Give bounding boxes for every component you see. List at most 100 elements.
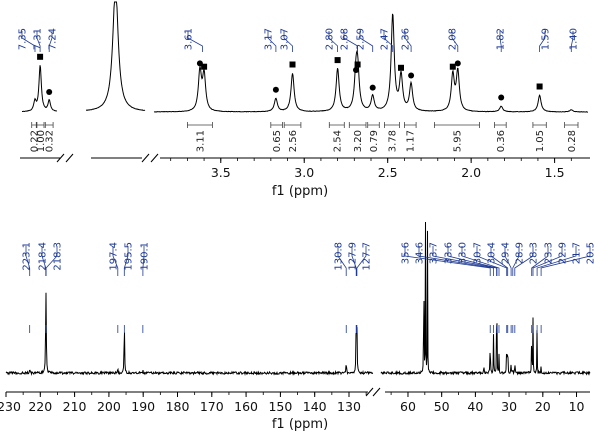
proton-trace-segment-3 [153, 13, 588, 113]
integral-value: 0.36 [496, 130, 507, 152]
carbon-peak-label: 28.3 [529, 242, 540, 264]
carbon-peak-leader [540, 246, 591, 276]
carbon-peak-leader [142, 246, 145, 276]
proton-peak-leader [404, 31, 412, 52]
axis-break-mark [150, 153, 159, 163]
proton-peak-label: 2.68 [340, 28, 351, 50]
proton-peak-label: 1.59 [541, 28, 552, 50]
integral-value: 1.05 [535, 130, 546, 152]
peak-marker-circle [353, 67, 359, 73]
proton-peak-leader [21, 31, 36, 52]
carbon-tick-label: 200 [97, 399, 121, 414]
carbon-tick-label: 140 [303, 399, 327, 414]
carbon-peak-leader [531, 246, 549, 276]
carbon-peak-label: 30.7 [473, 242, 484, 264]
proton-tick-label: 1.5 [545, 165, 565, 180]
integral-bracket [564, 122, 579, 128]
carbon-peak-label: 29.4 [501, 242, 512, 264]
carbon-peak-leader [351, 246, 357, 276]
proton-peak-leader [383, 31, 394, 52]
integral-bracket [36, 122, 45, 128]
carbon-spectrum: 223.1 218.4 218.3 197.4 195.5 190.1 130.8 127.9… [0, 221, 597, 414]
carbon-peak-label: 28.9 [515, 242, 526, 264]
proton-peak-label: 7.35 [18, 28, 29, 50]
peak-marker-square [201, 63, 208, 70]
carbon-tick-label: 230 [0, 399, 21, 414]
proton-x-axis-label: f1 (ppm) [272, 184, 328, 199]
integral-bracket [44, 122, 54, 128]
peak-marker-square [289, 61, 296, 68]
carbon-peak-leader [461, 246, 500, 276]
carbon-peak-label: 21.7 [572, 242, 583, 264]
proton-spectrum: 7.35 7.31 7.24 3.61 3.17 3.07 2.80 2.68 2.59 2.47… [18, 1, 590, 180]
integral-bracket [328, 122, 345, 128]
integral-bracket [434, 122, 480, 128]
carbon-peak-label: 223.1 [22, 242, 33, 271]
carbon-peak-label: 33.7 [429, 242, 440, 264]
peak-marker-square [449, 63, 456, 70]
proton-tick-label: 2.0 [461, 165, 481, 180]
integral-value: 0.22 [29, 130, 40, 152]
peak-marker-square [37, 53, 44, 60]
integral-bracket [367, 122, 380, 128]
carbon-peak-leader [476, 246, 508, 276]
carbon-peak-label: 20.5 [586, 242, 597, 264]
proton-peak-label: 7.31 [33, 28, 44, 50]
integral-bracket [270, 122, 283, 128]
carbon-peak-label: 22.9 [558, 242, 569, 264]
carbon-trace-segment-1 [5, 292, 374, 377]
proton-peak-label: 7.24 [48, 28, 59, 50]
carbon-tick-label: 160 [234, 399, 258, 414]
proton-peak-leader [283, 31, 293, 52]
peak-marker-square [398, 64, 404, 71]
carbon-peak-label: 130.8 [334, 242, 345, 271]
carbon-peak-leader [447, 246, 498, 276]
axis-break-mark [65, 153, 74, 163]
peak-marker-circle [46, 89, 53, 95]
proton-peak-leader [570, 31, 574, 52]
proton-trace-segment-1 [21, 65, 58, 112]
carbon-tick-label: 60 [400, 399, 416, 414]
carbon-x-axis-label: f1 (ppm) [272, 417, 328, 432]
carbon-peak-label: 218.3 [53, 242, 64, 271]
carbon-peak-leader [514, 246, 534, 276]
carbon-tick-label: 210 [63, 399, 87, 414]
proton-peak-leader [187, 31, 203, 52]
carbon-peak-leader [490, 246, 509, 276]
carbon-tick-label: 170 [200, 399, 224, 414]
carbon-tick-label: 220 [28, 399, 52, 414]
proton-peak-leader [539, 31, 546, 52]
carbon-tick-label: 40 [467, 399, 483, 414]
carbon-tick-label: 50 [434, 399, 450, 414]
integral-bracket [283, 122, 302, 128]
carbon-peak-leader [418, 246, 494, 276]
carbon-peak-leader [25, 246, 31, 276]
peak-marker-circle [408, 72, 415, 79]
carbon-trace-segment-2 [380, 221, 591, 376]
carbon-peak-leader [112, 246, 119, 276]
integral-value: 2.54 [332, 130, 343, 152]
carbon-peak-leader [45, 246, 58, 276]
proton-peak-label: 1.82 [496, 28, 507, 50]
proton-peak-leader [359, 31, 374, 52]
integral-value: 0.32 [45, 130, 56, 152]
peak-marker-circle [454, 60, 461, 67]
proton-peak-leader [267, 31, 277, 52]
carbon-peak-leader [404, 246, 491, 276]
carbon-tick-label: 130 [337, 399, 361, 414]
proton-trace-segment-2 [85, 1, 146, 111]
carbon-peak-label: 35.6 [401, 242, 412, 264]
carbon-peak-label: 127.7 [362, 242, 373, 271]
carbon-peak-label: 33.0 [458, 242, 469, 264]
integral-bracket [384, 122, 400, 128]
integral-value: 5.95 [452, 130, 463, 152]
axis-break-mark [365, 387, 374, 397]
carbon-peak-label: 127.9 [348, 242, 359, 271]
carbon-peak-label: 197.4 [109, 242, 120, 271]
carbon-peak-leader [536, 246, 577, 276]
proton-peak-label: 1.40 [569, 28, 580, 50]
axis-break-mark [141, 153, 150, 163]
carbon-peak-leader [504, 246, 512, 276]
peak-marker-circle [272, 86, 279, 93]
